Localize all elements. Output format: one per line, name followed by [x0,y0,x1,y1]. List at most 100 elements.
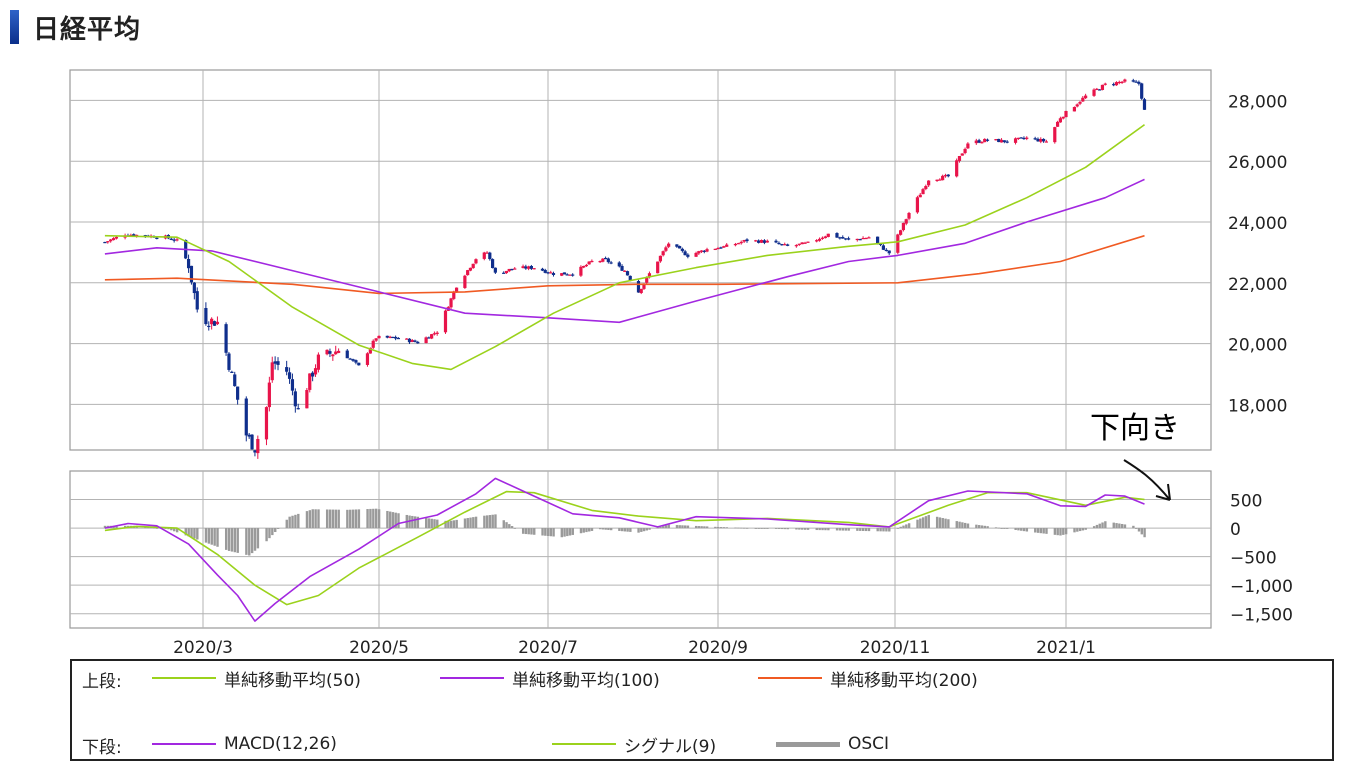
candle-up [927,180,931,186]
candle-up [1025,137,1029,139]
candle-up [334,351,338,355]
candle-up [1123,79,1127,82]
candle-up [963,148,967,154]
osci-bar [256,528,260,549]
candle-up [337,350,341,353]
osci-bar [245,528,248,555]
upper-panel-grid [69,69,1212,451]
osci-bar [274,528,277,533]
osci-bar [803,528,807,530]
candle-down [427,337,431,339]
legend-item-macd: MACD(12,26) [152,732,337,756]
osci-bar [1059,528,1062,536]
osci-bar [366,509,369,529]
legend-item-signal: シグナル(9) [552,732,716,757]
osci-bar [916,519,919,529]
macd-line [104,477,1145,622]
osci-bar [844,528,847,531]
annotation-arrow [1123,459,1171,501]
candle-up [647,273,652,278]
candle-up [215,321,220,325]
osci-bar [604,528,607,530]
osci-bar [167,528,170,530]
legend-upper-label: 上段: [82,672,122,692]
osci-bar [975,524,978,529]
osci-bar [357,509,361,529]
candle-down [490,259,495,269]
candle-down [287,372,292,379]
osci-bar [745,527,749,529]
candle-down [702,250,706,252]
candle-down [875,236,880,244]
candle-up [405,338,409,340]
candle-down [488,252,492,260]
candle-down [212,321,217,326]
osci-bar [1120,523,1124,529]
candle-down [354,360,358,363]
candle-up [983,138,987,143]
osci-bar [864,528,868,532]
osci-bar [955,521,958,529]
osci-bar [907,523,911,529]
candle-down [1142,99,1147,110]
candle-down [628,275,632,281]
osci-bar [667,524,670,529]
candle-down [311,372,315,377]
candle-up [527,266,531,269]
candle-up [466,270,470,276]
candle-up [1095,88,1099,91]
osci-bar [288,516,291,529]
candle-down [887,250,891,254]
osci-bar [905,524,908,529]
osci-bar [1017,528,1020,531]
candle-up [1061,116,1065,119]
annotation-text: 下向き [1090,411,1180,446]
candle-down [285,367,289,372]
candle-down [1134,81,1138,83]
osci-bar [328,509,332,529]
legend-item-ma200: 単純移動平均(200) [758,666,978,691]
osci-bar [377,509,381,529]
candle-down [276,361,280,365]
candle-up [921,189,925,195]
candle-down [1019,137,1023,139]
candle-up [820,237,825,239]
osci-bar [164,528,167,529]
candle-down [391,336,395,339]
osci-bar [430,518,433,529]
osci-bar [521,528,525,534]
osci-bar [397,513,400,529]
candle-down [1036,138,1040,142]
osci-bar [474,516,478,529]
osci-bar [1078,528,1082,532]
candle-up [368,347,372,354]
osci-bar [291,515,294,529]
osci-bar [530,528,533,535]
osci-bar [505,522,508,529]
candle-down [328,351,332,354]
osci-bar [938,517,942,529]
candle-down [609,262,613,264]
osci-bar [766,528,769,529]
upper-y-tick-label: 28,000 [1228,92,1287,112]
candle-up [135,234,139,237]
osci-bar [452,520,456,529]
candle-down [606,258,610,263]
osci-bar [618,528,621,531]
osci-bar [1084,528,1087,530]
candle-up [587,261,591,265]
candle-down [543,269,547,273]
candle-up [733,244,738,246]
osci-bar [662,526,665,529]
osci-bar [1137,528,1141,532]
candle-up [716,247,720,250]
candle-down [762,240,767,243]
osci-bar [859,528,862,531]
legend-swatch-ma100 [440,677,504,679]
candle-down [1112,84,1116,86]
candle-up [980,142,984,144]
osci-bar [571,528,574,535]
candle-down [169,238,173,240]
osci-bar [941,518,944,529]
osci-bar [947,519,950,529]
